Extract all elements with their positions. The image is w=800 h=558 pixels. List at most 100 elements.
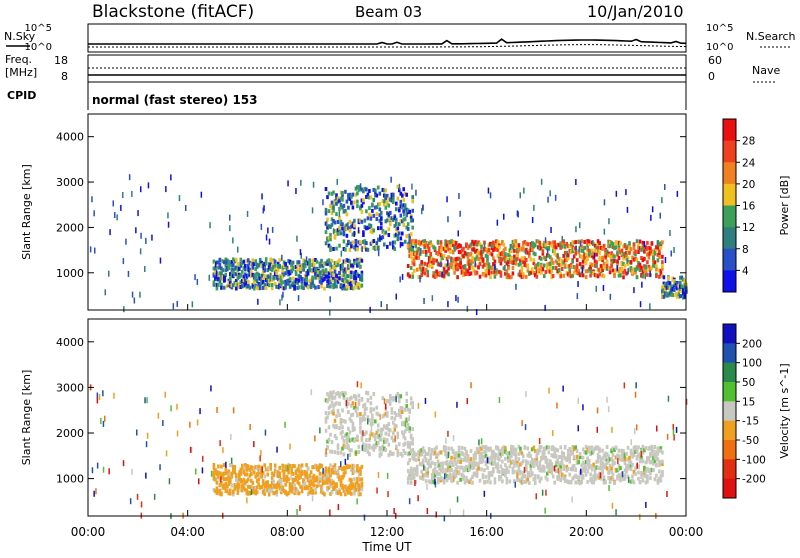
echo-cell — [326, 284, 329, 288]
scatter-cell — [673, 434, 675, 441]
echo-cell — [587, 252, 591, 257]
echo-cell — [392, 420, 395, 425]
echo-cell — [622, 475, 625, 480]
echo-cell — [339, 391, 343, 396]
echo-cell — [408, 445, 411, 450]
echo-cell — [504, 456, 507, 461]
echo-cell — [532, 445, 536, 450]
echo-cell — [516, 463, 519, 468]
echo-cell — [291, 486, 295, 491]
echo-cell — [596, 473, 600, 478]
echo-cell — [468, 272, 471, 277]
echo-cell — [679, 275, 682, 280]
echo-cell — [480, 446, 483, 451]
echo-cell — [327, 258, 331, 263]
y-axis-label: Slant Range [km] — [20, 164, 33, 260]
echo-cell — [409, 401, 413, 406]
scatter-cell — [145, 237, 147, 244]
echo-cell — [309, 481, 313, 486]
echo-cell — [365, 446, 368, 451]
scatter-cell — [198, 478, 200, 485]
echo-cell — [517, 444, 521, 449]
scatter-cell — [137, 210, 139, 217]
echo-cell — [272, 483, 275, 488]
echo-cell — [235, 281, 238, 286]
echo-cell — [306, 285, 310, 290]
echo-cell — [227, 474, 231, 479]
echo-cell — [258, 474, 262, 478]
scatter-cell — [440, 261, 442, 268]
echo-cell — [454, 467, 458, 471]
echo-cell — [321, 490, 325, 495]
echo-cell — [441, 256, 444, 260]
echo-cell — [626, 244, 630, 249]
echo-cell — [569, 250, 573, 254]
echo-cell — [441, 246, 444, 251]
echo-cell — [255, 473, 259, 478]
colorbar-label: Velocity [m s^-1] — [778, 363, 791, 458]
echo-cell — [656, 478, 660, 483]
echo-cell — [581, 256, 585, 261]
echo-cell — [357, 282, 361, 287]
scatter-cell — [216, 407, 218, 413]
echo-cell — [260, 273, 263, 278]
echo-cell — [335, 193, 338, 198]
echo-cell — [426, 470, 429, 475]
echo-cell — [229, 280, 232, 284]
scatter-cell — [116, 214, 118, 221]
scatter-cell — [398, 183, 401, 190]
echo-cell — [560, 258, 564, 263]
echo-cell — [236, 490, 240, 495]
echo-cell — [656, 446, 660, 451]
echo-cell — [474, 240, 477, 245]
echo-cell — [568, 447, 571, 451]
echo-cell — [353, 469, 356, 474]
echo-cell — [344, 492, 347, 497]
echo-cell — [396, 392, 400, 396]
echo-cell — [230, 463, 234, 468]
echo-cell — [380, 446, 383, 451]
echo-cell — [252, 262, 256, 267]
echo-cell — [351, 401, 355, 406]
scatter-cell — [664, 184, 666, 190]
echo-cell — [258, 257, 262, 262]
scatter-cell — [271, 226, 274, 233]
echo-cell — [571, 249, 574, 254]
echo-cell — [677, 283, 681, 288]
echo-cell — [396, 435, 400, 440]
echo-cell — [480, 254, 483, 259]
echo-cell — [293, 491, 296, 496]
echo-cell — [444, 263, 447, 268]
echo-cell — [611, 459, 615, 463]
echo-cell — [547, 463, 551, 467]
echo-cell — [377, 237, 380, 242]
echo-cell — [453, 452, 456, 457]
echo-cell — [493, 246, 497, 251]
echo-cell — [405, 213, 408, 218]
echo-cell — [616, 474, 619, 479]
echo-cell — [643, 448, 646, 453]
scatter-cell — [401, 273, 404, 280]
echo-cell — [430, 475, 434, 480]
echo-cell — [647, 267, 651, 272]
echo-cell — [345, 258, 349, 263]
echo-cell — [341, 286, 344, 291]
echo-cell — [342, 259, 346, 264]
echo-cell — [327, 470, 331, 475]
echo-cell — [623, 461, 627, 466]
echo-cell — [344, 433, 347, 438]
echo-cell — [232, 489, 235, 494]
echo-cell — [543, 274, 546, 279]
echo-cell — [495, 242, 498, 247]
scatter-cell — [127, 270, 130, 277]
echo-cell — [314, 258, 317, 262]
echo-cell — [297, 260, 301, 265]
echo-cell — [357, 402, 361, 407]
echo-cell — [267, 283, 271, 288]
echo-cell — [324, 476, 328, 481]
echo-cell — [632, 449, 636, 454]
echo-cell — [575, 258, 579, 263]
colorbar-swatch — [723, 459, 736, 480]
echo-cell — [291, 464, 295, 468]
